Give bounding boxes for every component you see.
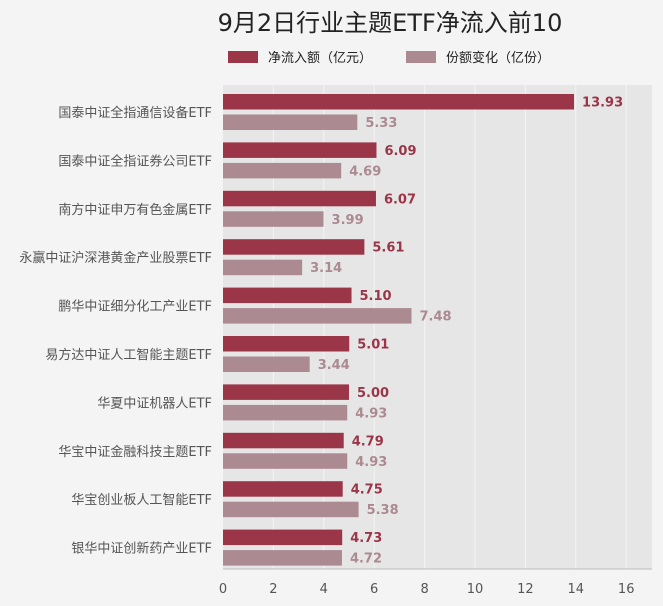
bar <box>223 162 342 179</box>
data-label: 4.93 <box>355 455 387 470</box>
x-tick-label: 6 <box>370 582 378 597</box>
category-label: 鹏华中证细分化工产业ETF <box>58 300 212 315</box>
category-label: 国泰中证全指通信设备ETF <box>58 105 212 121</box>
bar <box>223 550 342 566</box>
legend: 净流入额（亿元） 份额变化（亿份） <box>228 50 550 66</box>
data-label: 7.48 <box>419 310 451 325</box>
bar <box>223 356 310 372</box>
bar <box>223 239 365 255</box>
x-tick-label: 2 <box>269 582 277 597</box>
data-label: 4.73 <box>350 531 382 546</box>
data-label: 6.09 <box>384 144 416 159</box>
bar <box>223 308 412 324</box>
x-tick-label: 16 <box>618 582 635 597</box>
legend-label: 净流入额（亿元） <box>268 51 372 66</box>
x-tick-label: 0 <box>219 582 227 597</box>
data-label: 3.44 <box>318 358 350 373</box>
data-label: 4.72 <box>350 552 382 567</box>
category-label: 银华中证创新药产业ETF <box>71 541 212 557</box>
bar <box>223 432 344 449</box>
category-label: 华宝创业板人工智能ETF <box>71 493 212 508</box>
data-label: 5.33 <box>365 116 397 131</box>
data-label: 6.07 <box>384 192 416 207</box>
x-tick-label: 4 <box>320 582 328 597</box>
bar <box>223 142 377 158</box>
bar <box>223 384 349 400</box>
bar <box>223 211 324 227</box>
x-tick-label: 12 <box>517 582 534 597</box>
chart-title: 9月2日行业主题ETF净流入前10 <box>218 9 563 37</box>
bar <box>223 501 359 518</box>
data-label: 4.75 <box>351 483 383 498</box>
data-label: 5.01 <box>357 338 389 353</box>
bar <box>223 114 358 130</box>
bar <box>223 336 350 352</box>
x-tick-label: 10 <box>467 582 484 597</box>
legend-swatch <box>406 51 436 63</box>
data-label: 4.93 <box>355 406 387 421</box>
bar <box>223 529 343 546</box>
bar <box>223 404 348 421</box>
bar <box>223 190 376 207</box>
data-label: 13.93 <box>582 96 623 111</box>
value-labels: 13.93 5.33 6.094.696.07 3.99 5.61 3.14 5.10 7.4… <box>310 96 623 567</box>
x-tick-label: 8 <box>420 582 428 597</box>
bar <box>223 453 348 469</box>
bar <box>223 287 352 304</box>
x-tick-label: 14 <box>568 582 585 597</box>
data-label: 5.00 <box>357 386 389 401</box>
data-label: 4.69 <box>349 164 381 179</box>
category-label: 华宝中证金融科技主题ETF <box>58 444 212 460</box>
bar <box>223 94 575 110</box>
bar <box>223 259 303 276</box>
category-label: 国泰中证全指证券公司ETF <box>58 153 212 169</box>
legend-swatch <box>228 51 258 63</box>
category-label: 易方达中证人工智能主题ETF <box>45 347 212 363</box>
x-axis-ticks: 0 2 4 6 8 10 12 14 16 <box>219 582 635 597</box>
data-label: 4.79 <box>352 434 384 449</box>
bar <box>223 481 343 497</box>
category-label: 华夏中证机器人ETF <box>97 396 212 411</box>
data-label: 5.61 <box>372 241 404 256</box>
data-label: 3.14 <box>310 261 342 276</box>
data-label: 5.10 <box>360 289 392 304</box>
legend-label: 份额变化（亿份） <box>446 50 550 66</box>
category-label: 南方中证申万有色金属ETF <box>58 202 212 218</box>
data-label: 3.99 <box>332 213 364 228</box>
category-labels: 国泰中证全指通信设备ETF 国泰中证全指证券公司ETF 南方中证申万有色金属ETF 永… <box>19 105 212 557</box>
category-label: 永赢中证沪深港黄金产业股票ETF <box>19 250 212 266</box>
bars <box>223 94 575 566</box>
data-label: 5.38 <box>367 503 399 518</box>
